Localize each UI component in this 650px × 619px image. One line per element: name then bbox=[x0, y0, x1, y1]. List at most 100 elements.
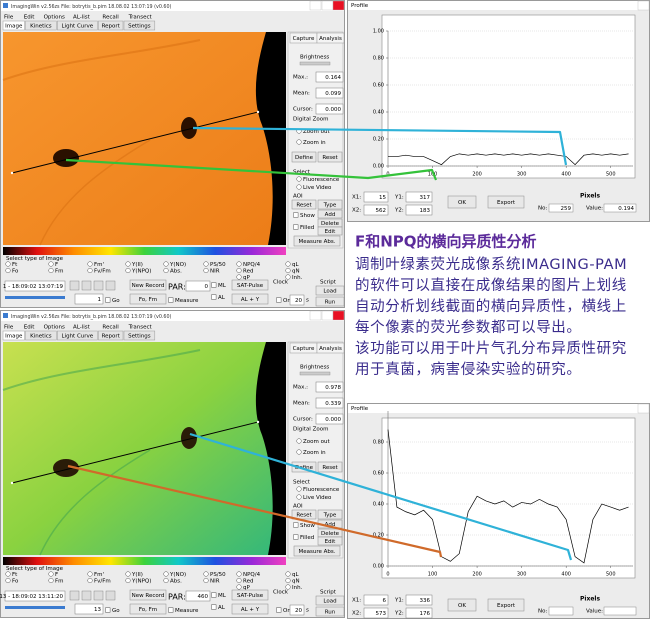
image-type-radio[interactable] bbox=[125, 267, 131, 274]
image-type-radio[interactable] bbox=[163, 571, 169, 577]
al-y-button[interactable] bbox=[231, 293, 269, 305]
image-type-radio[interactable] bbox=[285, 267, 291, 274]
toolbar-icon[interactable] bbox=[81, 590, 92, 601]
toolbar-icon[interactable] bbox=[69, 590, 80, 601]
aoi-reset-button[interactable] bbox=[291, 509, 317, 520]
image-type-radio[interactable] bbox=[48, 261, 54, 267]
image-type-radio[interactable] bbox=[285, 274, 291, 280]
type-button[interactable] bbox=[317, 509, 343, 520]
window-button[interactable] bbox=[309, 0, 322, 11]
al-checkbox[interactable] bbox=[211, 294, 217, 300]
run-button[interactable] bbox=[315, 296, 345, 307]
go-checkbox[interactable] bbox=[105, 297, 111, 303]
zoom-in-radio[interactable] bbox=[296, 449, 302, 455]
image-type-radio[interactable] bbox=[285, 571, 291, 577]
measure-checkbox[interactable] bbox=[168, 297, 174, 303]
measure-abs-button[interactable] bbox=[293, 235, 341, 247]
live-video-radio[interactable] bbox=[296, 494, 302, 500]
image-type-radio[interactable] bbox=[48, 571, 54, 577]
export-button[interactable] bbox=[487, 195, 525, 209]
window-button[interactable] bbox=[309, 310, 322, 321]
image-type-radio[interactable] bbox=[236, 274, 242, 280]
tab[interactable] bbox=[2, 330, 25, 341]
measure-checkbox[interactable] bbox=[168, 607, 174, 613]
live-video-radio[interactable] bbox=[296, 184, 302, 190]
ok-button[interactable] bbox=[447, 598, 477, 612]
image-type-radio[interactable] bbox=[87, 267, 93, 274]
fluorescence-radio[interactable] bbox=[296, 486, 302, 492]
show-checkbox[interactable] bbox=[293, 212, 299, 218]
new-record-button[interactable] bbox=[129, 589, 167, 601]
close-button[interactable] bbox=[637, 403, 650, 414]
panel-tab[interactable] bbox=[316, 342, 345, 354]
image-type-radio[interactable] bbox=[48, 577, 54, 584]
toolbar-icon[interactable] bbox=[81, 280, 92, 291]
filled-checkbox[interactable] bbox=[293, 534, 299, 540]
image-type-radio[interactable] bbox=[285, 584, 291, 590]
tab[interactable] bbox=[25, 330, 57, 341]
image-type-radio[interactable] bbox=[203, 261, 209, 267]
on-checkbox[interactable] bbox=[276, 297, 282, 303]
image-type-radio[interactable] bbox=[5, 267, 11, 274]
close-button[interactable] bbox=[637, 0, 650, 11]
zoom-out-radio[interactable] bbox=[296, 438, 302, 444]
image-type-radio[interactable] bbox=[236, 584, 242, 590]
reset-button[interactable] bbox=[317, 461, 343, 473]
edit-button[interactable] bbox=[317, 536, 343, 546]
image-type-radio[interactable] bbox=[236, 577, 242, 584]
toolbar-icon[interactable] bbox=[69, 280, 80, 291]
tab[interactable] bbox=[123, 330, 156, 341]
reset-button[interactable] bbox=[317, 151, 343, 163]
image-type-radio[interactable] bbox=[163, 267, 169, 274]
image-type-radio[interactable] bbox=[48, 267, 54, 274]
aoi-reset-button[interactable] bbox=[291, 199, 317, 210]
toolbar-icon[interactable] bbox=[105, 280, 116, 291]
image-type-radio[interactable] bbox=[285, 261, 291, 267]
fo-fm-button[interactable] bbox=[129, 293, 167, 305]
image-type-radio[interactable] bbox=[236, 267, 242, 274]
load-button[interactable] bbox=[315, 285, 345, 296]
image-type-radio[interactable] bbox=[125, 577, 131, 584]
image-type-radio[interactable] bbox=[5, 577, 11, 584]
ml-checkbox[interactable] bbox=[211, 592, 217, 598]
fo-fm-button[interactable] bbox=[129, 603, 167, 615]
ok-button[interactable] bbox=[447, 195, 477, 209]
al-checkbox[interactable] bbox=[211, 604, 217, 610]
image-type-radio[interactable] bbox=[125, 571, 131, 577]
toolbar-icon[interactable] bbox=[93, 280, 104, 291]
on-checkbox[interactable] bbox=[276, 607, 282, 613]
image-type-radio[interactable] bbox=[163, 261, 169, 267]
image-type-radio[interactable] bbox=[203, 571, 209, 577]
tab[interactable] bbox=[57, 20, 98, 31]
tab[interactable] bbox=[57, 330, 98, 341]
show-checkbox[interactable] bbox=[293, 522, 299, 528]
zoom-in-radio[interactable] bbox=[296, 139, 302, 145]
tab[interactable] bbox=[2, 20, 25, 31]
export-button[interactable] bbox=[487, 598, 525, 612]
run-button[interactable] bbox=[315, 606, 345, 617]
image-type-radio[interactable] bbox=[163, 577, 169, 584]
window-button[interactable] bbox=[332, 310, 345, 321]
image-type-radio[interactable] bbox=[87, 261, 93, 267]
go-checkbox[interactable] bbox=[105, 607, 111, 613]
tab[interactable] bbox=[25, 20, 57, 31]
window-button[interactable] bbox=[321, 310, 334, 321]
tab[interactable] bbox=[98, 330, 124, 341]
window-button[interactable] bbox=[332, 0, 345, 11]
ml-checkbox[interactable] bbox=[211, 282, 217, 288]
define-button[interactable] bbox=[291, 151, 317, 163]
al-y-button[interactable] bbox=[231, 603, 269, 615]
load-button[interactable] bbox=[315, 595, 345, 606]
image-type-radio[interactable] bbox=[125, 261, 131, 267]
image-type-radio[interactable] bbox=[236, 261, 242, 267]
image-type-radio[interactable] bbox=[87, 571, 93, 577]
fluorescence-radio[interactable] bbox=[296, 176, 302, 182]
tab[interactable] bbox=[98, 20, 124, 31]
window-button[interactable] bbox=[321, 0, 334, 11]
image-type-radio[interactable] bbox=[5, 261, 11, 267]
panel-tab[interactable] bbox=[316, 32, 345, 44]
image-type-radio[interactable] bbox=[236, 571, 242, 577]
image-type-radio[interactable] bbox=[87, 577, 93, 584]
sat-pulse-button[interactable] bbox=[231, 589, 269, 601]
new-record-button[interactable] bbox=[129, 279, 167, 291]
